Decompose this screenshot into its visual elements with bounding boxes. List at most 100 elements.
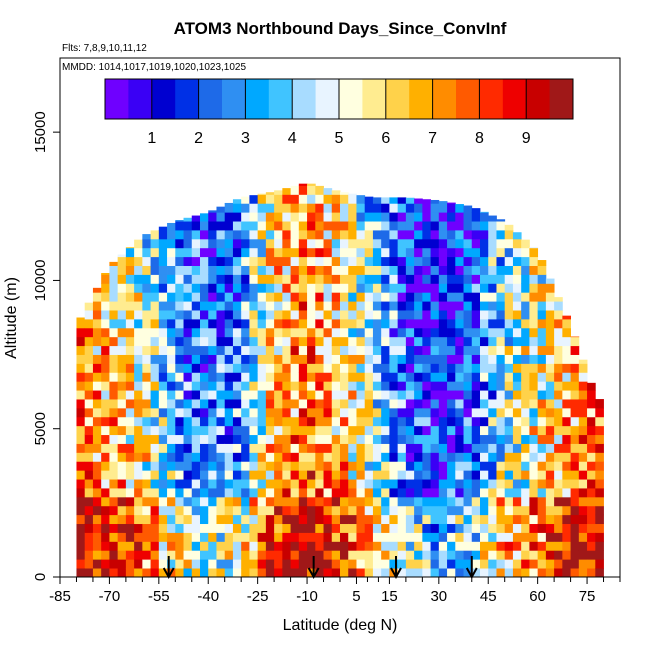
heatmap-cell — [554, 514, 563, 525]
heatmap-cell — [504, 247, 514, 258]
heatmap-cell — [323, 505, 333, 516]
heatmap-cell — [307, 479, 316, 489]
heatmap-cell — [480, 265, 489, 275]
heatmap-cell — [257, 470, 267, 480]
heatmap-cell — [488, 523, 497, 533]
heatmap-cell — [290, 318, 300, 329]
heatmap-cell — [471, 550, 481, 560]
heatmap-cell — [232, 541, 242, 551]
heatmap-cell — [150, 372, 160, 382]
heatmap-cell — [405, 559, 415, 569]
heatmap-cell — [537, 336, 547, 347]
heatmap-cell — [208, 390, 217, 400]
heatmap-cell — [348, 265, 357, 275]
heatmap-cell — [554, 399, 563, 409]
heatmap-cell — [307, 310, 316, 320]
heatmap-cell — [183, 318, 193, 329]
heatmap-cell — [249, 318, 259, 329]
heatmap-cell — [232, 443, 242, 453]
heatmap-cell — [257, 194, 267, 204]
heatmap-cell — [282, 188, 291, 195]
heatmap-cell — [307, 283, 316, 293]
heatmap-cell — [109, 479, 119, 489]
heatmap-cell — [348, 550, 357, 560]
heatmap-cell — [117, 434, 127, 444]
heatmap-cell — [480, 318, 489, 329]
heatmap-cell — [290, 434, 300, 444]
heatmap-cell — [298, 399, 308, 409]
heatmap-cell — [455, 354, 464, 364]
heatmap-cell — [323, 310, 333, 320]
heatmap-cell — [92, 443, 102, 453]
heatmap-cell — [512, 461, 522, 471]
heatmap-cell — [397, 336, 407, 347]
heatmap-cell — [364, 488, 374, 498]
heatmap-cell — [397, 247, 407, 258]
heatmap-cell — [142, 301, 151, 311]
heatmap-cell — [447, 256, 456, 266]
heatmap-cell — [512, 568, 522, 578]
heatmap-cell — [298, 274, 308, 284]
heatmap-cell — [200, 381, 209, 391]
heatmap-cell — [125, 336, 135, 347]
heatmap-cell — [480, 532, 489, 542]
heatmap-cell — [331, 354, 341, 364]
heatmap-cell — [158, 318, 168, 329]
heatmap-cell — [282, 283, 291, 293]
heatmap-cell — [340, 194, 349, 204]
heatmap-cell — [101, 327, 110, 338]
heatmap-cell — [224, 559, 234, 569]
heatmap-cell — [422, 559, 431, 569]
heatmap-cell — [191, 345, 201, 355]
heatmap-cell — [405, 514, 415, 525]
heatmap-cell — [125, 372, 135, 382]
heatmap-cell — [372, 488, 382, 498]
heatmap-cell — [471, 318, 481, 329]
heatmap-cell — [356, 238, 366, 249]
heatmap-cell — [216, 425, 226, 436]
heatmap-cell — [389, 425, 399, 436]
heatmap-cell — [430, 292, 440, 302]
heatmap-cell — [422, 470, 431, 480]
heatmap-cell — [537, 292, 547, 302]
heatmap-cell — [496, 247, 506, 258]
heatmap-cell — [167, 372, 176, 382]
heatmap-cell — [471, 390, 481, 400]
heatmap-cell — [397, 496, 407, 507]
heatmap-cell — [315, 568, 324, 578]
heatmap-cell — [191, 461, 201, 471]
heatmap-cell — [504, 470, 514, 480]
heatmap-cell — [414, 274, 423, 284]
heatmap-cell — [430, 514, 440, 525]
heatmap-cell — [232, 283, 242, 293]
heatmap-cell — [389, 470, 399, 480]
heatmap-cell — [257, 345, 267, 355]
heatmap-cell — [397, 292, 407, 302]
heatmap-cell — [356, 301, 366, 311]
heatmap-cell — [298, 185, 308, 195]
heatmap-cell — [364, 479, 374, 489]
heatmap-cell — [562, 390, 571, 400]
heatmap-cell — [282, 354, 291, 364]
heatmap-cell — [422, 399, 431, 409]
heatmap-cell — [257, 568, 267, 578]
heatmap-cell — [298, 363, 308, 373]
heatmap-cell — [150, 443, 160, 453]
heatmap-cell — [348, 479, 357, 489]
heatmap-cell — [364, 327, 374, 338]
heatmap-cell — [521, 461, 530, 471]
heatmap-cell — [282, 274, 291, 284]
heatmap-cell — [241, 318, 250, 329]
heatmap-cell — [323, 327, 333, 338]
heatmap-cell — [109, 452, 119, 462]
heatmap-cell — [356, 488, 366, 498]
heatmap-cell — [175, 407, 184, 418]
heatmap-cell — [167, 327, 176, 338]
heatmap-cell — [340, 212, 349, 222]
heatmap-cell — [554, 354, 563, 364]
heatmap-cell — [274, 363, 283, 373]
heatmap-cell — [175, 505, 184, 516]
heatmap-cell — [430, 354, 440, 364]
colorbar-swatch — [432, 79, 457, 119]
colorbar-swatch — [526, 79, 551, 119]
